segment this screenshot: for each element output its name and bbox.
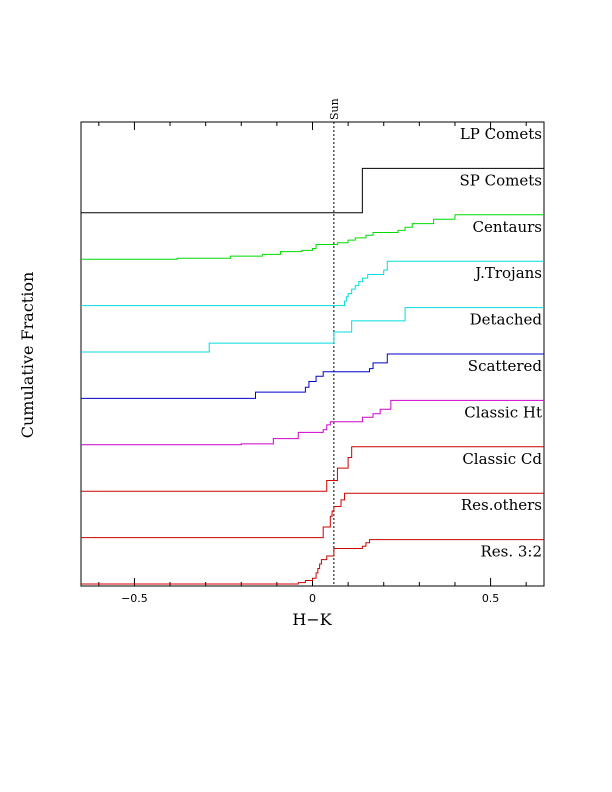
series-label: Classic Cd: [462, 450, 542, 468]
series-labels: LP Comets SP Comets Centaurs J.Trojans Detac…: [460, 125, 543, 561]
series-group: [81, 167, 544, 585]
reference-line-group: Sun: [328, 98, 341, 586]
series-label: SP Comets: [460, 171, 542, 189]
series-line-j-trojans: [81, 260, 544, 307]
series-line-centaurs: [81, 214, 544, 260]
series-label: Scattered: [468, 357, 543, 375]
series-label: Classic Ht: [464, 403, 542, 421]
series-label: Res. 3:2: [480, 543, 542, 561]
series-label: Res.others: [461, 496, 542, 514]
series-line-res-others: [81, 492, 544, 539]
series-label: Detached: [470, 311, 543, 329]
x-tick-label: 0: [309, 592, 316, 605]
x-tick-label: 0.5: [482, 592, 500, 605]
x-axis-ticks: −0.5 0 0.5: [98, 122, 527, 605]
series-line-scattered: [81, 353, 544, 399]
x-axis-label: H−K: [292, 610, 332, 629]
sun-label: Sun: [328, 98, 341, 120]
series-line-classic-cd: [81, 446, 544, 492]
series-line-sp-comets: [81, 167, 544, 214]
series-label: Centaurs: [472, 218, 542, 236]
series-line-classic-ht: [81, 399, 544, 446]
series-line-res-3-2: [81, 539, 544, 585]
series-label: J.Trojans: [473, 264, 542, 282]
series-line-detached: [81, 307, 544, 353]
y-axis-label: Cumulative Fraction: [18, 272, 37, 439]
x-tick-label: −0.5: [121, 592, 148, 605]
series-label: LP Comets: [460, 125, 542, 143]
